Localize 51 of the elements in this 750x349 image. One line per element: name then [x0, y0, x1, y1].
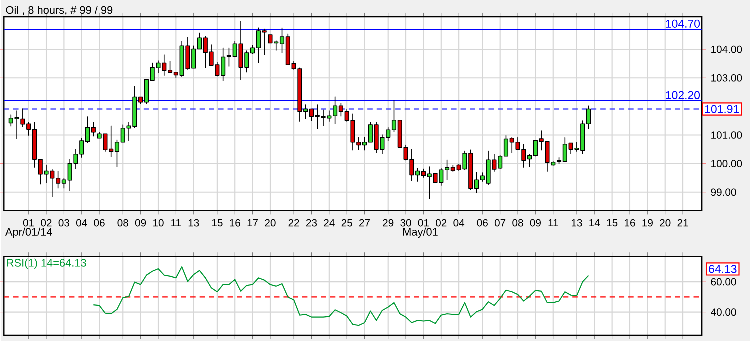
x-tick-label: 30	[400, 220, 412, 227]
x-tick-label: 07	[494, 220, 506, 227]
y-tick-label: 104.00	[712, 46, 742, 54]
chart-title: RSI(1) 14=64.13	[7, 259, 86, 270]
text: Apr/01/14	[5, 228, 52, 238]
x-tick-label: 25	[342, 220, 352, 227]
ref-line-label: 102.20	[666, 91, 700, 100]
x-tick-label: 15	[212, 220, 223, 227]
x-tick-label: 08	[118, 220, 128, 227]
x-tick-label: 06	[477, 220, 488, 227]
x-tick-label: 09	[530, 220, 541, 227]
x-tick-label: 08	[512, 220, 524, 227]
x-tick-label: 01	[23, 220, 34, 227]
chart-title: Oil , 8 hours, # 99 / 99	[6, 6, 113, 16]
x-tick-label: 03	[58, 220, 70, 227]
x-tick-label: 22	[288, 220, 300, 227]
x-tick-label: 20	[265, 220, 276, 227]
x-tick-label: 20	[660, 220, 671, 227]
x-tick-label: 17	[248, 220, 258, 227]
y-tick-label: 99.00	[711, 188, 736, 196]
x-tick-label: 23	[306, 220, 318, 227]
x-tick-label: 29	[383, 220, 394, 227]
x-tick-label: 11	[172, 220, 182, 227]
x-tick-label: 09	[135, 220, 146, 227]
x-tick-label: 14	[590, 220, 600, 227]
x-tick-label: 15	[607, 220, 618, 227]
y-tick-label: 103.00	[712, 74, 742, 82]
x-tick-label: 13	[572, 220, 582, 227]
y-tick-label: 60.00	[711, 278, 736, 286]
text: May/01	[404, 228, 438, 238]
x-tick-label: 01	[418, 220, 429, 227]
x-tick-label: 04	[454, 220, 465, 227]
y-tick-label: 40.00	[711, 308, 736, 316]
x-tick-label: 02	[436, 220, 447, 227]
ref-line-label: 104.70	[666, 20, 700, 28]
text: 64.13	[709, 265, 737, 274]
x-tick-label: 24	[324, 220, 335, 227]
x-tick-label: 16	[625, 220, 636, 227]
x-tick-label: 11	[548, 220, 558, 227]
x-tick-label: 13	[188, 220, 200, 227]
x-tick-label: 21	[678, 220, 688, 227]
x-tick-label: 06	[94, 220, 105, 227]
x-tick-label: 04	[76, 220, 88, 227]
x-tick-label: 10	[154, 220, 164, 227]
x-tick-label: 27	[360, 220, 370, 227]
x-tick-label: 19	[642, 220, 653, 227]
ref-line-label: 101.91	[705, 105, 740, 114]
y-tick-label: 101.00	[712, 132, 742, 140]
x-tick-label: 02	[41, 220, 52, 227]
y-tick-label: 100.00	[712, 160, 742, 168]
x-tick-label: 16	[230, 220, 240, 227]
